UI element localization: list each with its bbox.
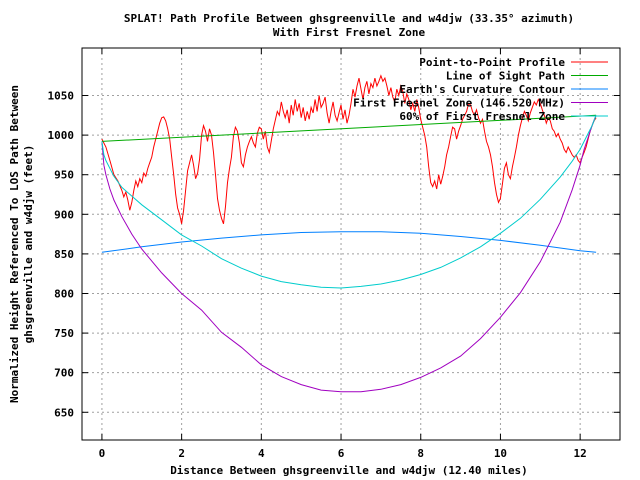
x-axis-label: Distance Between ghsgreenville and w4djw… — [170, 464, 528, 477]
legend-label-4: 60% of First Fresnel Zone — [399, 110, 565, 123]
legend-label-2: Earth's Curvature Contour — [399, 83, 565, 96]
series-layer — [101, 74, 597, 393]
series-line-1 — [101, 114, 597, 142]
y-tick-label: 1000 — [48, 129, 75, 142]
chart-subtitle: With First Fresnel Zone — [273, 26, 426, 39]
y-tick-label: 950 — [54, 169, 74, 182]
axis-ticks: 0 2 4 6 8 10 12 650 700 750 800 850 900 950 1000 1050 — [48, 48, 620, 460]
x-tick-label: 4 — [258, 447, 265, 460]
x-tick-label: 2 — [178, 447, 185, 460]
y-axis-label-line1: Normalized Height Referenced To LOS Path… — [8, 85, 21, 403]
plot-frame — [81, 47, 621, 441]
chart-title: SPLAT! Path Profile Between ghsgreenvill… — [124, 12, 574, 25]
y-tick-label: 900 — [54, 208, 74, 221]
legend-label-3: First Fresnel Zone (146.520 MHz) — [353, 97, 565, 110]
x-tick-label: 10 — [494, 447, 507, 460]
y-tick-label: 650 — [54, 406, 74, 419]
y-tick-label: 1050 — [48, 90, 75, 103]
legend-label-0: Point-to-Point Profile — [419, 56, 565, 69]
y-tick-label: 800 — [54, 287, 74, 300]
x-tick-label: 0 — [99, 447, 106, 460]
y-tick-label: 750 — [54, 327, 74, 340]
legend-label-1: Line of Sight Path — [446, 70, 565, 83]
series-line-3 — [101, 115, 597, 393]
series-line-2 — [101, 231, 597, 253]
x-tick-label: 6 — [338, 447, 345, 460]
y-axis-label-line2: ghsgreenville and w4djw (feet) — [22, 145, 35, 344]
series-line-4 — [101, 115, 597, 289]
x-tick-label: 8 — [417, 447, 424, 460]
y-tick-label: 700 — [54, 367, 74, 380]
grid-lines — [82, 48, 620, 440]
y-tick-label: 850 — [54, 248, 74, 261]
x-tick-label: 12 — [574, 447, 587, 460]
series-line-0 — [101, 74, 597, 224]
